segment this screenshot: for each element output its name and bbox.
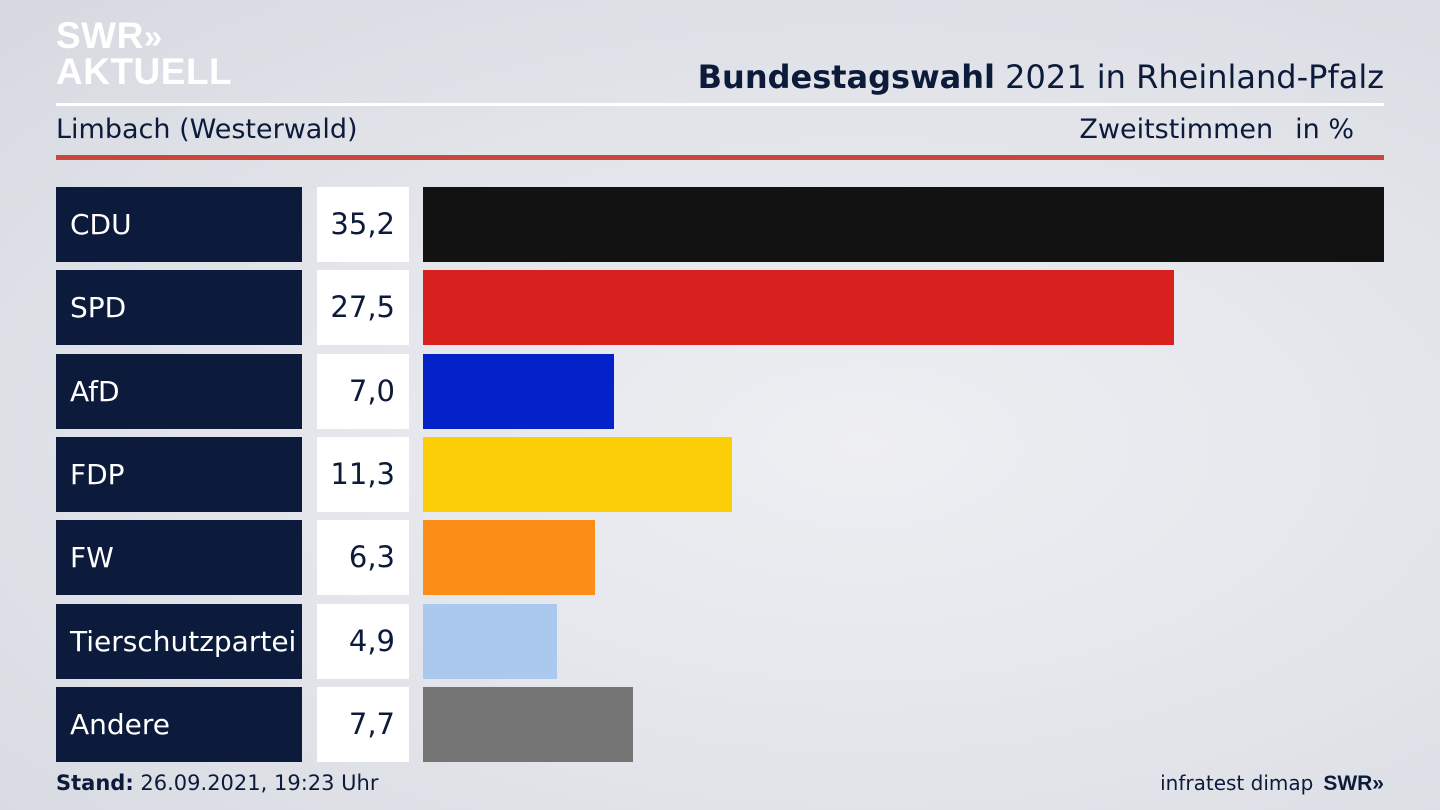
bar <box>423 604 557 679</box>
category-label: Tierschutzpartei <box>56 604 302 679</box>
bar-chart: CDU 35,2 SPD 27,5 AfD 7,0 FDP 11,3 FW 6,3 Tierschu… <box>56 187 1384 762</box>
category-label: SPD <box>56 270 302 345</box>
bar <box>423 687 633 762</box>
data-label: 27,5 <box>317 270 409 345</box>
source-credit: infratest dimap SWR» <box>1160 771 1384 795</box>
bar-row: FW 6,3 <box>56 520 1384 595</box>
divider-top <box>56 103 1384 106</box>
data-label: 6,3 <box>317 520 409 595</box>
unit-label: in % <box>1295 114 1354 145</box>
data-label: 11,3 <box>317 437 409 512</box>
bar-row: AfD 7,0 <box>56 354 1384 429</box>
category-label: FW <box>56 520 302 595</box>
bar <box>423 187 1384 262</box>
chevrons-icon: » <box>143 18 163 55</box>
data-label: 4,9 <box>317 604 409 679</box>
bar <box>423 437 732 512</box>
data-label: 7,7 <box>317 687 409 762</box>
bar-row: SPD 27,5 <box>56 270 1384 345</box>
category-label: AfD <box>56 354 302 429</box>
category-label: Andere <box>56 687 302 762</box>
bar-row: Tierschutzpartei 4,9 <box>56 604 1384 679</box>
category-label: FDP <box>56 437 302 512</box>
bar-row: CDU 35,2 <box>56 187 1384 262</box>
bar-row: Andere 7,7 <box>56 687 1384 762</box>
bar <box>423 520 595 595</box>
data-label: 35,2 <box>317 187 409 262</box>
timestamp: Stand: 26.09.2021, 19:23 Uhr <box>56 771 379 795</box>
chart-title: Bundestagswahl 2021 in Rheinland-Pfalz <box>697 58 1384 96</box>
logo-line-swr: SWR» <box>56 15 163 56</box>
data-label: 7,0 <box>317 354 409 429</box>
swr-logo-small: SWR» <box>1323 772 1384 795</box>
bar <box>423 270 1174 345</box>
divider-accent <box>56 155 1384 160</box>
bar <box>423 354 614 429</box>
swr-aktuell-logo: SWR» AKTUELL <box>56 15 233 92</box>
measure-label: Zweitstimmen in % <box>1079 114 1354 145</box>
category-label: CDU <box>56 187 302 262</box>
logo-line-aktuell: AKTUELL <box>56 51 233 92</box>
location-label: Limbach (Westerwald) <box>56 114 358 145</box>
bar-row: FDP 11,3 <box>56 437 1384 512</box>
